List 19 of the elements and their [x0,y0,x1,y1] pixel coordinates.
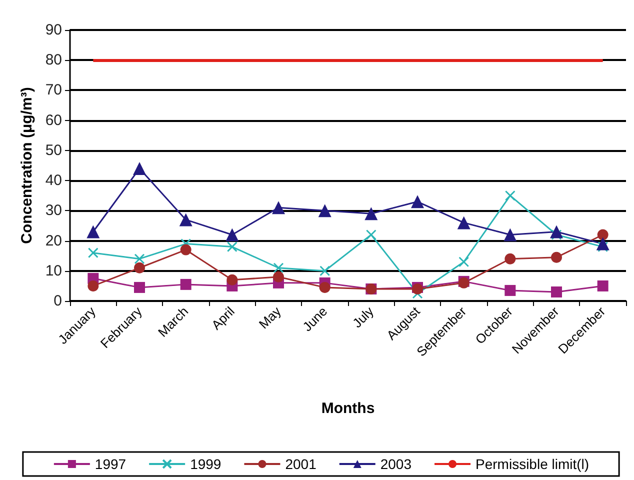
x-tick-label: May [256,303,284,332]
y-tick-label: 50 [45,142,62,159]
legend-label: 1999 [190,456,222,472]
x-axis-title: Months [321,400,375,417]
y-tick-label: 10 [45,262,62,280]
y-tick-label: 0 [54,292,62,310]
y-tick-label: 60 [45,112,62,129]
legend-label: 2003 [380,456,412,472]
legend-label: 2001 [285,456,317,472]
y-tick-label: 80 [45,52,62,69]
y-tick-label: 70 [45,82,62,99]
y-axis-title: Concentration (μg/m³) [18,87,36,244]
legend-label: Permissible limit(l) [476,456,590,472]
y-tick-label: 30 [45,202,62,220]
y-tick-label: 90 [45,22,62,38]
y-tick-label: 40 [45,172,62,190]
legend-label: 1997 [94,456,126,472]
y-tick-label: 20 [45,232,62,250]
x-tick-label: July [350,303,377,331]
